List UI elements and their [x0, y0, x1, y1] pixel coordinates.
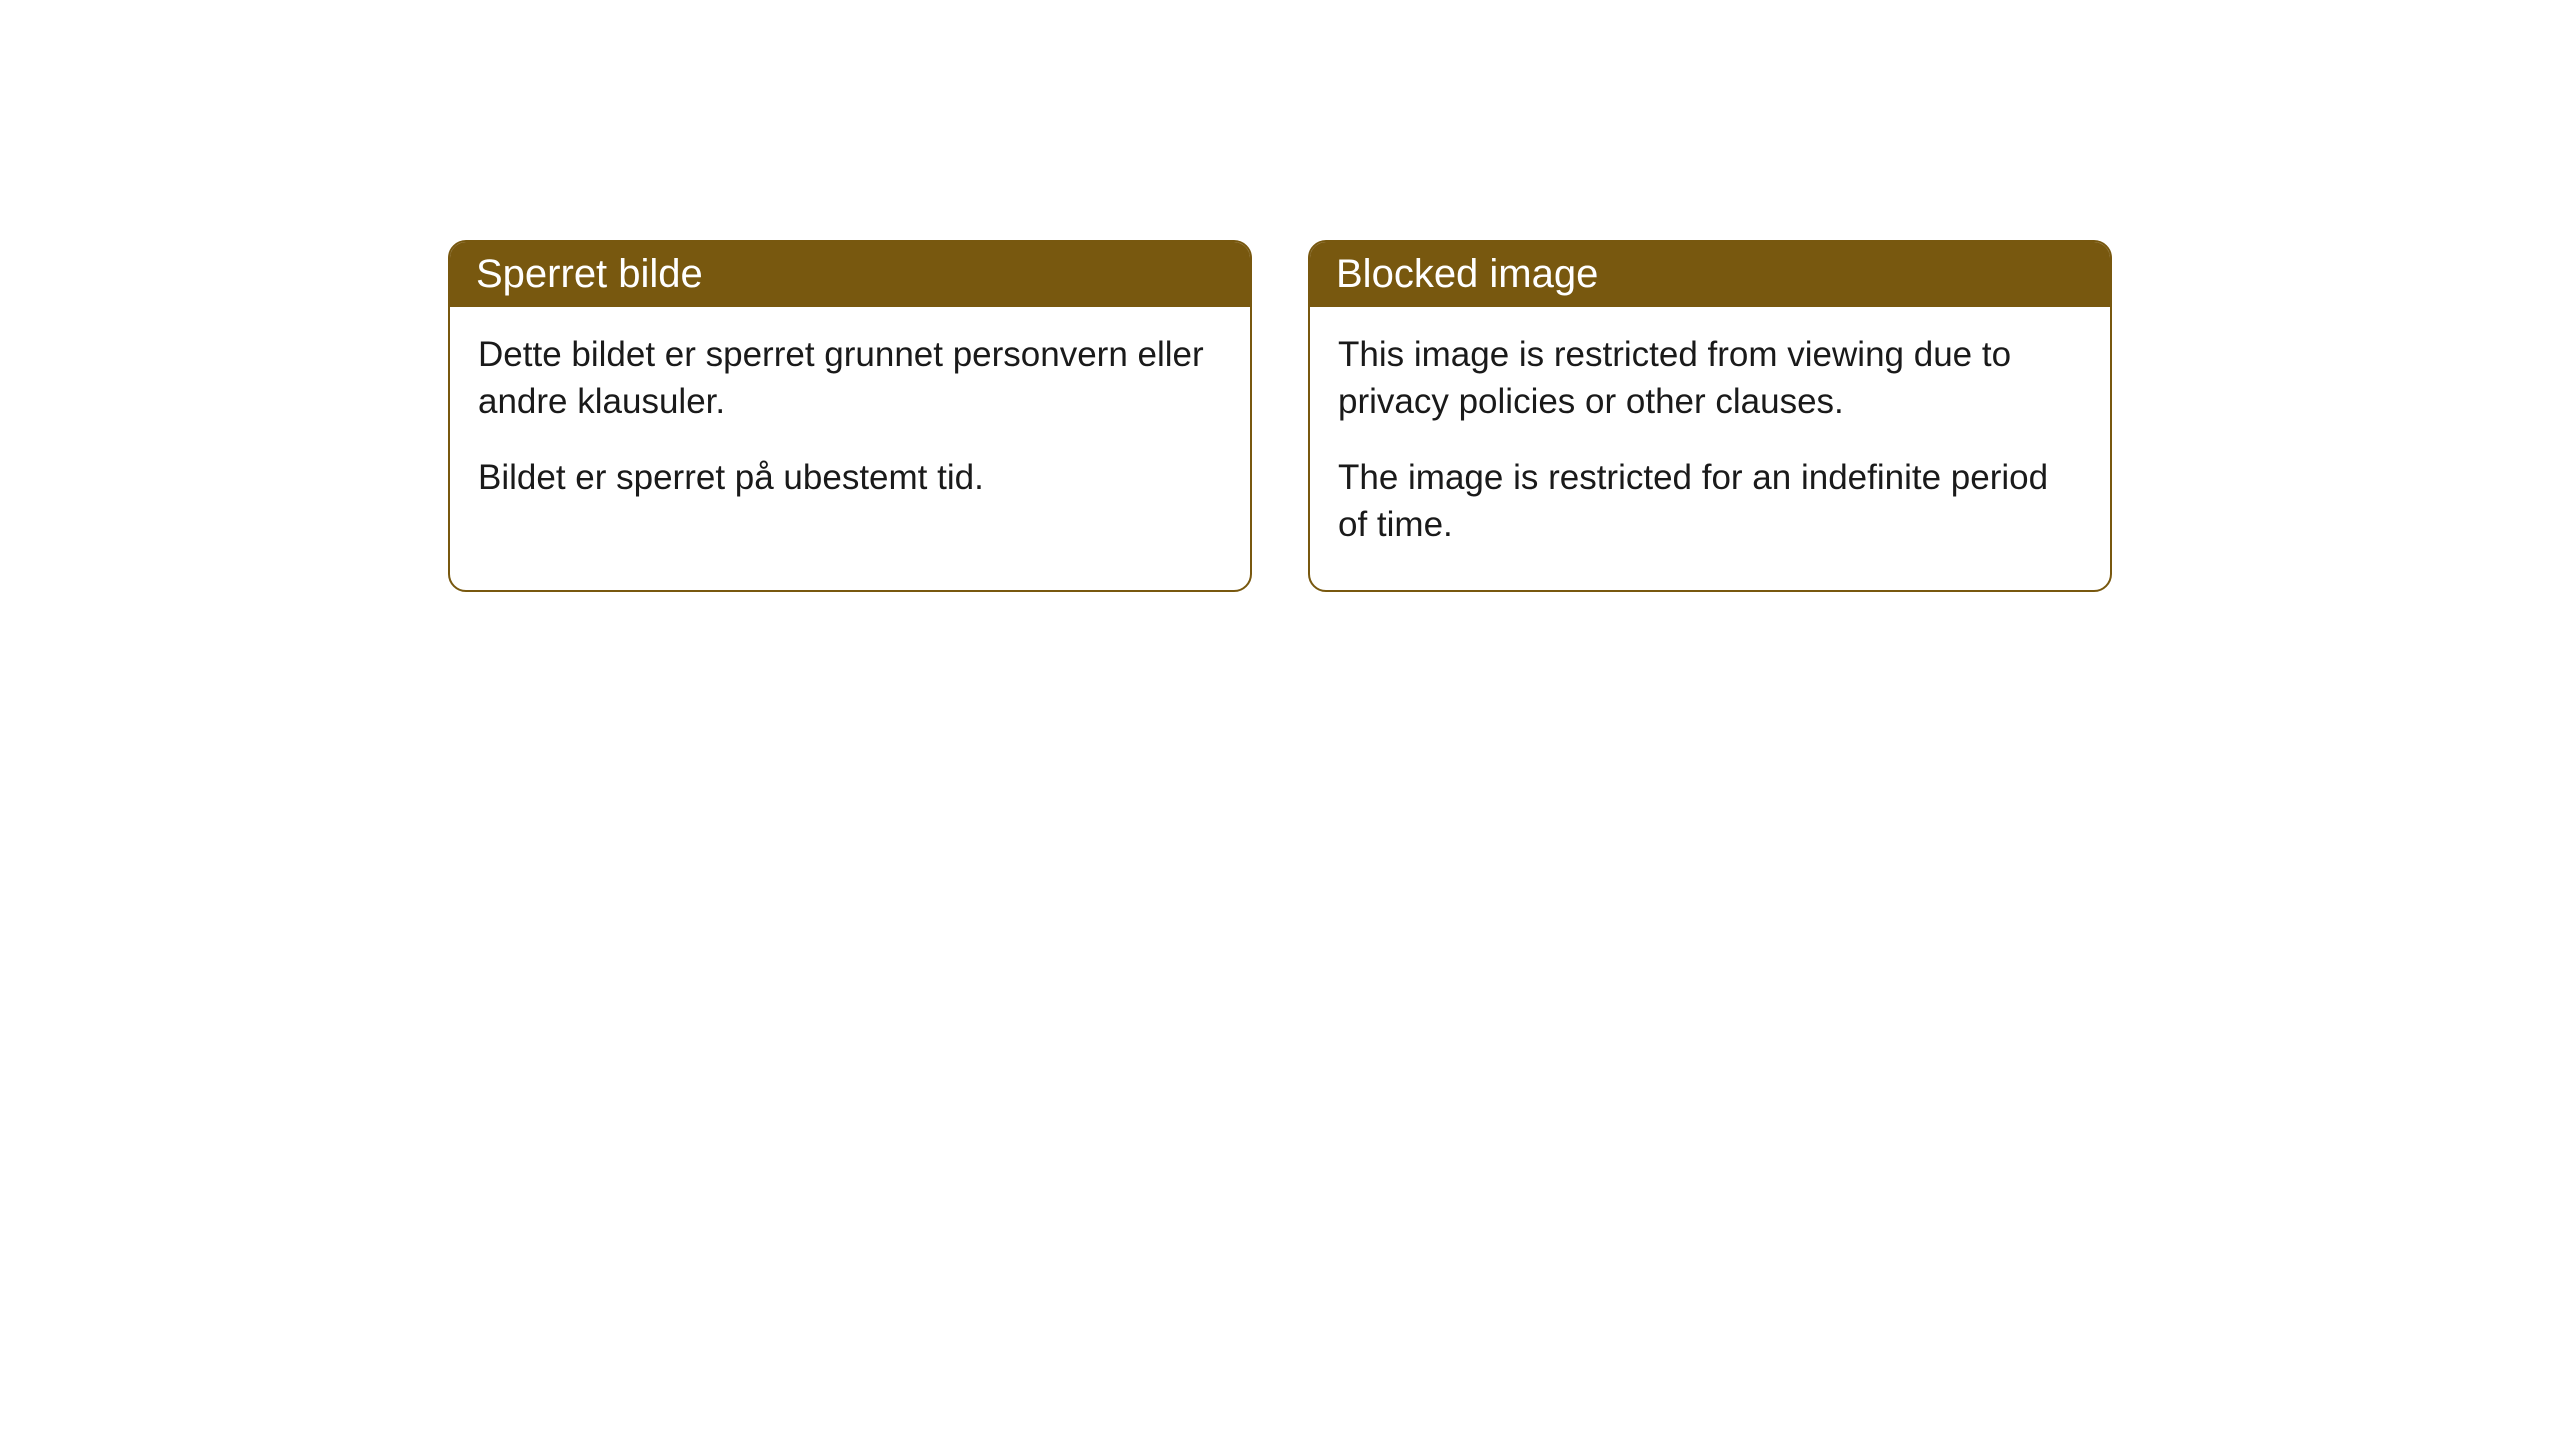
card-header: Sperret bilde: [450, 242, 1250, 307]
card-paragraph: Dette bildet er sperret grunnet personve…: [478, 331, 1222, 426]
card-body: This image is restricted from viewing du…: [1310, 307, 2110, 590]
card-title: Blocked image: [1336, 252, 1598, 296]
card-body: Dette bildet er sperret grunnet personve…: [450, 307, 1250, 543]
card-header: Blocked image: [1310, 242, 2110, 307]
card-paragraph: The image is restricted for an indefinit…: [1338, 454, 2082, 549]
card-paragraph: This image is restricted from viewing du…: [1338, 331, 2082, 426]
card-title: Sperret bilde: [476, 252, 703, 296]
notice-card-english: Blocked image This image is restricted f…: [1308, 240, 2112, 592]
notice-cards-container: Sperret bilde Dette bildet er sperret gr…: [448, 240, 2112, 592]
notice-card-norwegian: Sperret bilde Dette bildet er sperret gr…: [448, 240, 1252, 592]
card-paragraph: Bildet er sperret på ubestemt tid.: [478, 454, 1222, 501]
